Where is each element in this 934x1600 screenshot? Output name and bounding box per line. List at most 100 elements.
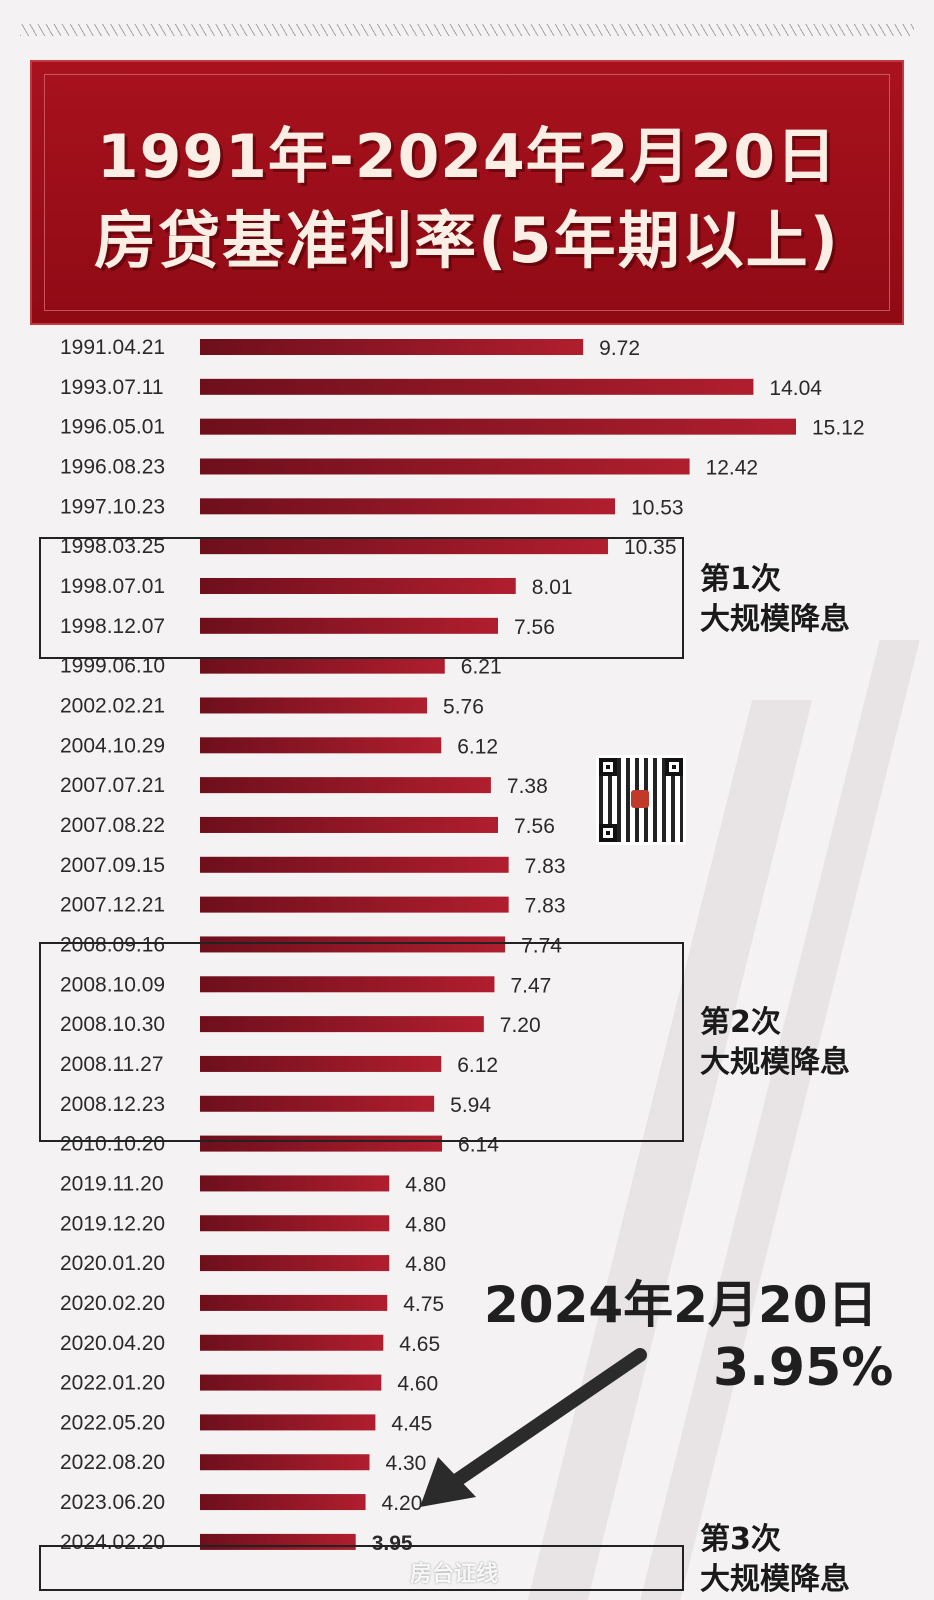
- bar: [200, 617, 498, 634]
- callout-rate: 3.95%: [713, 1338, 894, 1398]
- value-label: 8.01: [532, 576, 573, 599]
- category-label: 2007.07.21: [60, 774, 165, 797]
- bar: [200, 1454, 370, 1471]
- category-label: 2020.01.20: [60, 1252, 165, 1275]
- value-label: 4.20: [382, 1492, 423, 1515]
- group-label-1: 第1次 大规模降息: [700, 560, 850, 640]
- bar: [200, 1135, 443, 1152]
- category-label: 2008.12.23: [60, 1093, 165, 1116]
- category-label: 1999.06.10: [60, 655, 165, 678]
- value-label: 10.53: [631, 496, 684, 519]
- value-label: 7.56: [514, 815, 555, 838]
- value-label: 7.74: [521, 934, 562, 957]
- category-label: 1998.12.07: [60, 615, 165, 638]
- bar: [200, 1374, 382, 1391]
- value-label: 4.80: [405, 1173, 446, 1196]
- callout-date: 2024年2月20日: [484, 1276, 878, 1334]
- title-line-1: 1991年-2024年2月20日: [96, 122, 838, 192]
- bar: [200, 896, 509, 913]
- arrow-icon: [420, 1348, 647, 1507]
- bar: [200, 339, 584, 355]
- bar: [200, 1095, 435, 1112]
- group-label-2-line1: 第2次: [700, 1005, 781, 1040]
- value-label: 14.04: [769, 377, 822, 400]
- group-box-1: [39, 537, 684, 659]
- category-label: 2008.10.09: [60, 973, 165, 996]
- value-label: 4.65: [399, 1333, 440, 1356]
- value-label: 10.35: [624, 536, 677, 559]
- group-box-2: [39, 942, 684, 1142]
- value-label: 6.12: [457, 735, 498, 758]
- bar: [200, 1294, 388, 1311]
- qr-code-icon: [596, 755, 686, 845]
- group-label-1-line1: 第1次: [700, 562, 781, 597]
- bar: [200, 1175, 390, 1192]
- value-label: 7.20: [500, 1014, 541, 1037]
- bar: [200, 1215, 390, 1232]
- category-label: 2019.11.20: [60, 1172, 164, 1195]
- watermark: 房台证线: [410, 1562, 499, 1587]
- category-label: 1997.10.23: [60, 495, 165, 518]
- category-label: 2020.04.20: [60, 1332, 165, 1355]
- group-box-3: [39, 1545, 684, 1591]
- value-label: 7.47: [510, 974, 551, 997]
- decorative-zigzag-border: [20, 24, 914, 36]
- bar: [200, 1414, 376, 1431]
- category-label: 2023.06.20: [60, 1491, 165, 1514]
- value-label: 3.95: [372, 1532, 413, 1555]
- category-label: 2007.09.15: [60, 854, 165, 877]
- bar: [200, 1255, 390, 1272]
- value-label: 9.72: [599, 337, 640, 360]
- bar: [200, 458, 690, 475]
- title-line-2: 房贷基准利率(5年期以上): [94, 204, 840, 277]
- bar: [200, 498, 616, 515]
- group-label-1-line2: 大规模降息: [700, 602, 850, 637]
- group-label-3-line2: 大规模降息: [700, 1562, 850, 1597]
- bar: [200, 418, 796, 435]
- bar: [200, 777, 491, 794]
- category-label: 1996.08.23: [60, 455, 165, 478]
- category-label: 1998.03.25: [60, 535, 165, 558]
- category-label: 2004.10.29: [60, 734, 165, 757]
- group-label-3-line1: 第3次: [700, 1522, 781, 1557]
- category-label: 1993.07.11: [60, 376, 164, 399]
- bar: [200, 976, 495, 993]
- value-label: 7.56: [514, 616, 555, 639]
- category-label: 1996.05.01: [60, 416, 165, 439]
- value-label: 7.38: [507, 775, 548, 798]
- category-label: 2007.12.21: [60, 894, 165, 917]
- value-label: 6.12: [457, 1054, 498, 1077]
- category-label: 2020.02.20: [60, 1292, 165, 1315]
- category-label: 2022.01.20: [60, 1372, 165, 1395]
- value-label: 4.45: [391, 1412, 432, 1435]
- category-label: 2022.08.20: [60, 1451, 165, 1474]
- category-label: 2024.02.20: [60, 1531, 165, 1554]
- category-label: 2008.09.16: [60, 933, 165, 956]
- value-label: 4.30: [385, 1452, 426, 1475]
- value-label: 4.60: [397, 1373, 438, 1396]
- value-label: 4.75: [403, 1293, 444, 1316]
- category-label: 2022.05.20: [60, 1411, 165, 1434]
- group-label-3: 第3次 大规模降息: [700, 1520, 850, 1600]
- value-label: 12.42: [706, 456, 759, 479]
- bar: [200, 378, 754, 395]
- bar: [200, 697, 428, 714]
- bar: [200, 1055, 442, 1072]
- title-banner: [30, 60, 904, 325]
- category-label: 2019.12.20: [60, 1212, 165, 1235]
- bar: [200, 737, 442, 754]
- value-label: 7.83: [525, 895, 566, 918]
- category-label: 2010.10.20: [60, 1133, 165, 1156]
- category-label: 2002.02.21: [60, 694, 165, 717]
- bar: [200, 538, 608, 555]
- value-label: 4.80: [405, 1253, 446, 1276]
- category-label: 2008.10.30: [60, 1013, 165, 1036]
- value-label: 4.80: [405, 1213, 446, 1236]
- bar: [200, 657, 445, 674]
- bar: [200, 1494, 366, 1511]
- value-label: 7.83: [525, 855, 566, 878]
- bar: [200, 816, 498, 833]
- value-label: 6.21: [461, 656, 502, 679]
- bar: [200, 856, 509, 873]
